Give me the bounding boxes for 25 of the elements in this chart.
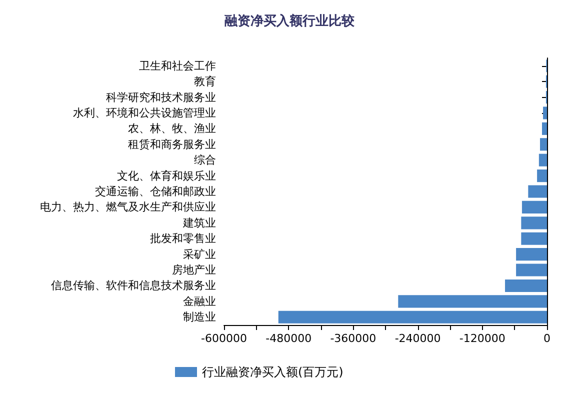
y-tick-label: 采矿业 — [183, 248, 216, 261]
y-tick-label: 电力、热力、燃气及水生产和供应业 — [40, 200, 216, 214]
legend-label: 行业融资净买入额(百万元) — [202, 365, 344, 379]
y-tick-label: 教育 — [194, 75, 216, 88]
y-tick-label: 房地产业 — [172, 264, 216, 277]
y-tick-label: 文化、体育和娱乐业 — [117, 169, 216, 182]
y-tick-label: 科学研究和技术服务业 — [106, 90, 216, 104]
y-tick-label: 农、林、牧、渔业 — [128, 122, 216, 136]
y-tick-label: 综合 — [194, 154, 216, 167]
y-tick-label: 信息传输、软件和信息技术服务业 — [51, 279, 216, 292]
y-tick-label: 金融业 — [183, 294, 216, 308]
y-tick-label: 租赁和商务服务业 — [128, 138, 216, 151]
x-tick-label: 0 — [544, 332, 550, 345]
x-tick-label: -120000 — [459, 332, 506, 345]
chart-title: 融资净买入额行业比较 — [224, 13, 356, 29]
y-tick-label: 制造业 — [183, 310, 216, 324]
x-tick-label: -600000 — [201, 332, 247, 345]
x-tick-label: -360000 — [330, 332, 376, 345]
x-tick-label: -240000 — [394, 332, 441, 345]
y-tick-label: 水利、环境和公共设施管理业 — [73, 106, 216, 120]
y-tick-label: 交通运输、仓储和邮政业 — [95, 185, 216, 198]
y-tick-label: 建筑业 — [182, 216, 216, 230]
y-tick-label: 卫生和社会工作 — [139, 59, 216, 72]
x-tick-label: -480000 — [266, 332, 312, 345]
y-tick-label: 批发和零售业 — [150, 232, 216, 246]
